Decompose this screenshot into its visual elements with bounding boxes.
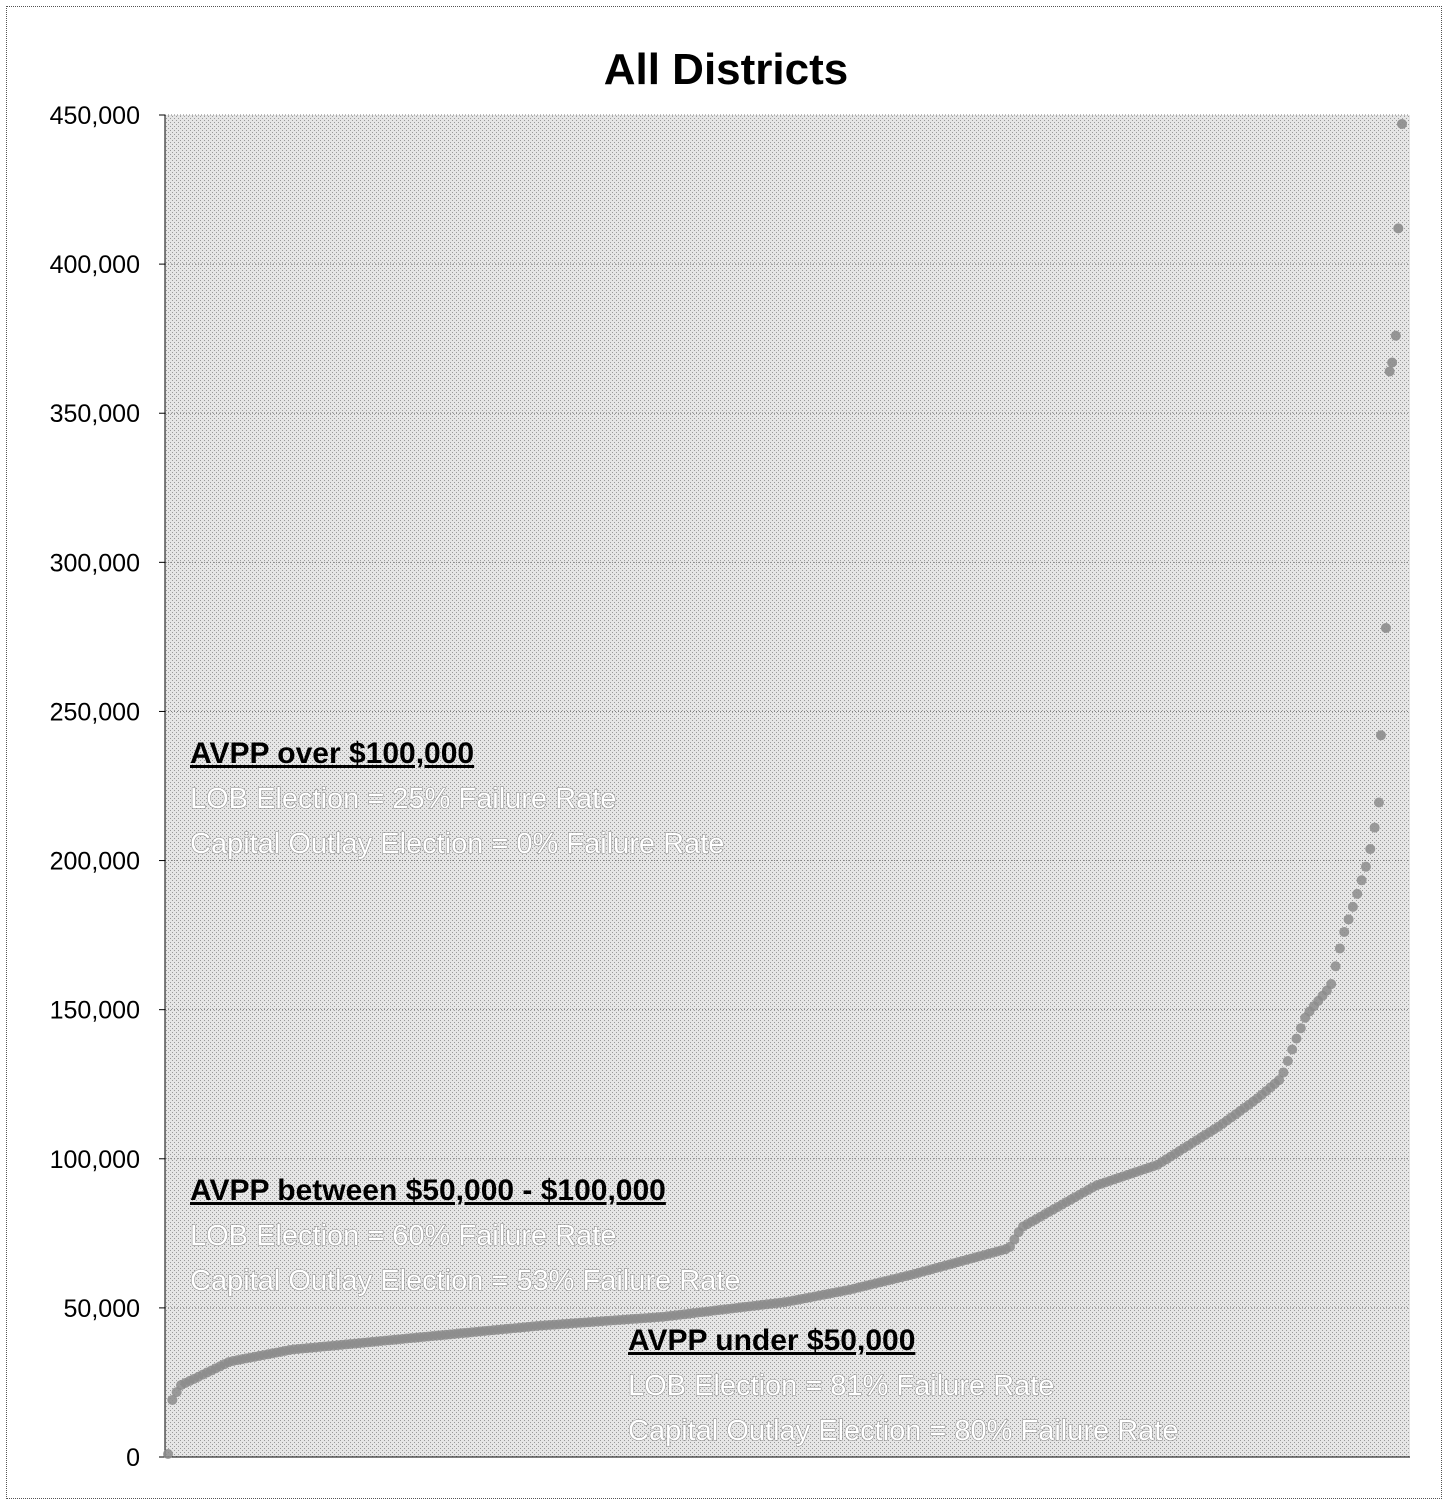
- annotation-heading: AVPP under $50,000: [628, 1324, 915, 1357]
- annotation-line: Capital Outlay Election = 53% Failure Ra…: [190, 1265, 740, 1297]
- data-point: [1295, 1023, 1306, 1034]
- annotation-line: Capital Outlay Election = 0% Failure Rat…: [190, 828, 724, 860]
- data-point: [1397, 118, 1407, 129]
- annotation-heading: AVPP over $100,000: [190, 737, 474, 770]
- y-tick-label: 350,000: [50, 400, 140, 428]
- y-tick-label: 450,000: [50, 102, 140, 130]
- y-axis: 0 50,000 100,000 150,000 200,000 250,000 300,0…: [50, 102, 1410, 1472]
- data-point: [1005, 1241, 1016, 1252]
- annotation-heading: AVPP between $50,000 - $100,000: [190, 1174, 666, 1207]
- gridlines: [165, 114, 1410, 1309]
- plot-area: [165, 115, 1410, 1457]
- annotation-line: LOB Election = 81% Failure Rate: [628, 1370, 1054, 1402]
- data-point: [1274, 1075, 1285, 1086]
- y-tick-label: 150,000: [50, 997, 140, 1025]
- data-point: [1387, 357, 1398, 368]
- data-point: [1343, 914, 1354, 925]
- data-point: [1375, 730, 1386, 741]
- data-point: [1384, 366, 1395, 377]
- annotations: AVPP over $100,000 LOB Election = 25% Fai…: [189, 737, 1179, 1448]
- data-point: [1390, 330, 1401, 341]
- data-point: [163, 1449, 173, 1460]
- data-point: [1330, 961, 1341, 972]
- data-point: [1282, 1055, 1293, 1066]
- y-tick-label: 200,000: [50, 848, 140, 876]
- data-points: [163, 118, 1407, 1460]
- data-point: [1365, 844, 1376, 855]
- data-point: [1373, 797, 1384, 808]
- data-point: [1360, 861, 1371, 872]
- data-point: [1009, 1234, 1020, 1245]
- data-point: [1339, 926, 1350, 937]
- annotation-line: LOB Election = 25% Failure Rate: [190, 783, 616, 815]
- y-tick-label: 50,000: [64, 1295, 140, 1323]
- data-point: [1356, 875, 1367, 886]
- chart-title: All Districts: [604, 45, 849, 94]
- data-point: [1380, 622, 1391, 633]
- data-point: [1369, 822, 1380, 833]
- y-tick-label: 300,000: [50, 549, 140, 577]
- y-tick-label: 250,000: [50, 698, 140, 726]
- data-point: [167, 1394, 178, 1405]
- y-tick-label: 400,000: [50, 251, 140, 279]
- data-point: [1393, 223, 1404, 234]
- data-point: [1291, 1033, 1302, 1044]
- annotation-line: LOB Election = 60% Failure Rate: [190, 1220, 616, 1252]
- y-tick-label: 100,000: [50, 1146, 140, 1174]
- data-point: [1334, 943, 1345, 954]
- y-tick-label: 0: [126, 1444, 140, 1472]
- annotation-line: Capital Outlay Election = 80% Failure Ra…: [628, 1415, 1178, 1447]
- chart-frame: [6, 6, 1442, 1499]
- data-point: [1352, 888, 1363, 899]
- data-point: [1287, 1044, 1298, 1055]
- data-point: [1326, 979, 1337, 990]
- data-point: [1347, 901, 1358, 912]
- data-point: [1278, 1067, 1289, 1078]
